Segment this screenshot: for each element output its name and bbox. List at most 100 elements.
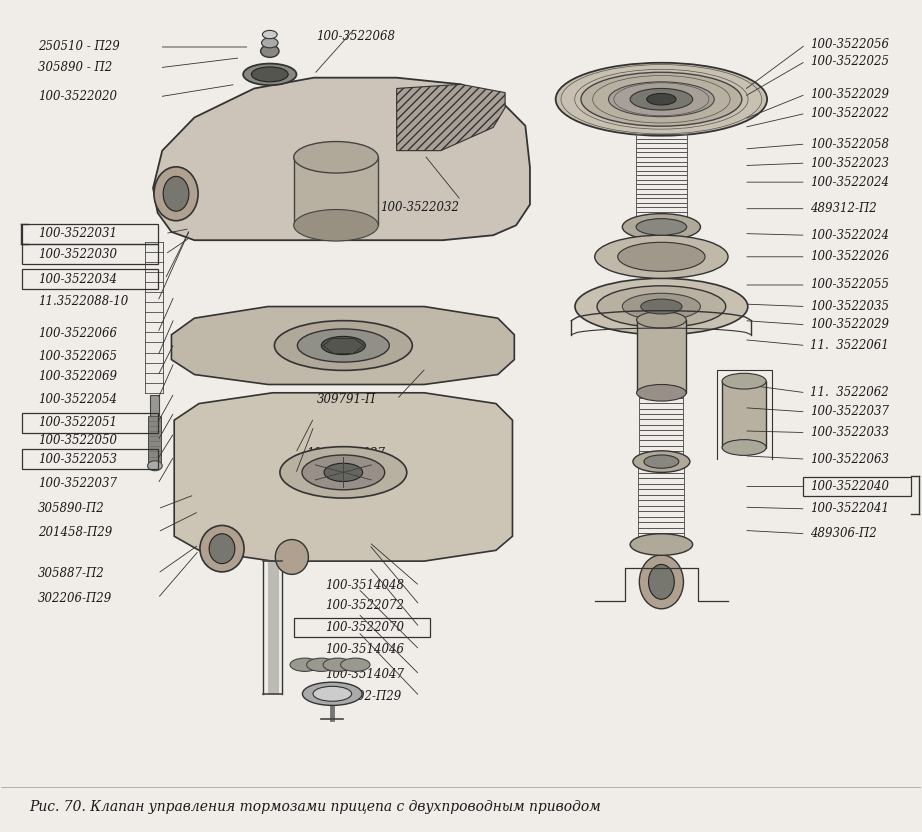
- Text: 100-3522065: 100-3522065: [38, 349, 117, 363]
- FancyBboxPatch shape: [150, 395, 160, 416]
- Text: 100-3514047: 100-3514047: [325, 668, 404, 681]
- Text: 100-3522034: 100-3522034: [38, 273, 117, 285]
- Text: 100-3522056: 100-3522056: [810, 38, 890, 51]
- Text: 250510 - П29: 250510 - П29: [38, 41, 120, 53]
- Polygon shape: [153, 77, 530, 240]
- Ellipse shape: [148, 461, 162, 471]
- Text: 100-3522024: 100-3522024: [810, 176, 890, 189]
- Ellipse shape: [641, 299, 682, 314]
- Ellipse shape: [243, 63, 297, 85]
- Text: 100-3514046: 100-3514046: [325, 643, 404, 656]
- Text: 100-3522069: 100-3522069: [38, 369, 117, 383]
- Ellipse shape: [636, 219, 687, 235]
- Ellipse shape: [639, 555, 683, 609]
- Text: 100-3522029: 100-3522029: [810, 87, 890, 101]
- Text: 100-3522026: 100-3522026: [810, 250, 890, 263]
- Text: 309791-П: 309791-П: [316, 393, 376, 406]
- Ellipse shape: [313, 686, 351, 701]
- Ellipse shape: [321, 336, 365, 354]
- Text: 100-3522028: 100-3522028: [307, 468, 385, 481]
- Polygon shape: [174, 393, 513, 561]
- Text: 100-3522031: 100-3522031: [38, 227, 117, 240]
- Text: 100-3522027: 100-3522027: [307, 447, 385, 460]
- Ellipse shape: [154, 167, 198, 220]
- Text: 305890 - П2: 305890 - П2: [38, 62, 112, 74]
- Text: 305887-П2: 305887-П2: [38, 567, 105, 580]
- Ellipse shape: [275, 320, 412, 370]
- Ellipse shape: [307, 658, 336, 671]
- Ellipse shape: [323, 658, 352, 671]
- Text: 100-3522041: 100-3522041: [810, 503, 890, 515]
- Text: 100-3522037: 100-3522037: [810, 405, 890, 418]
- Text: 100-3522033: 100-3522033: [810, 426, 890, 439]
- Text: 100-3522058: 100-3522058: [810, 137, 890, 151]
- Ellipse shape: [340, 658, 370, 671]
- Text: 100-3522068: 100-3522068: [316, 30, 395, 42]
- Text: 100-3522054: 100-3522054: [38, 393, 117, 406]
- Ellipse shape: [163, 176, 189, 211]
- Ellipse shape: [632, 451, 690, 473]
- Polygon shape: [171, 306, 514, 384]
- Text: 100-3522070: 100-3522070: [325, 621, 404, 634]
- Ellipse shape: [630, 88, 692, 110]
- Text: 489312-П2: 489312-П2: [810, 202, 877, 215]
- Ellipse shape: [276, 540, 309, 574]
- Ellipse shape: [609, 82, 715, 116]
- Text: 100-3522020: 100-3522020: [38, 90, 117, 103]
- Text: Рис. 70. Клапан управления тормозами прицепа с двухпроводным приводом: Рис. 70. Клапан управления тормозами при…: [29, 800, 601, 815]
- Text: 100-3522072: 100-3522072: [325, 598, 404, 612]
- Text: 11.  3522062: 11. 3522062: [810, 386, 889, 399]
- Text: 100-3522032: 100-3522032: [380, 201, 459, 214]
- Ellipse shape: [290, 658, 319, 671]
- Ellipse shape: [597, 286, 726, 327]
- Text: 100-3522023: 100-3522023: [810, 156, 890, 170]
- Text: 11.3522088-10: 11.3522088-10: [38, 295, 128, 308]
- Ellipse shape: [280, 447, 407, 498]
- Ellipse shape: [644, 455, 679, 468]
- Text: 302206-П29: 302206-П29: [38, 592, 112, 605]
- Ellipse shape: [722, 439, 766, 455]
- FancyBboxPatch shape: [636, 319, 686, 393]
- Ellipse shape: [298, 329, 389, 362]
- Text: 100-3522050: 100-3522050: [38, 434, 117, 448]
- Text: 100-3522063: 100-3522063: [810, 453, 890, 466]
- Ellipse shape: [630, 534, 692, 555]
- Ellipse shape: [324, 463, 362, 482]
- Ellipse shape: [556, 62, 767, 136]
- Ellipse shape: [636, 384, 686, 401]
- Text: 100-3522029: 100-3522029: [810, 319, 890, 331]
- Ellipse shape: [581, 72, 742, 126]
- Ellipse shape: [209, 534, 235, 563]
- Text: 100-3522022: 100-3522022: [810, 106, 890, 120]
- Ellipse shape: [622, 293, 701, 319]
- Text: 100-3522051: 100-3522051: [38, 416, 117, 429]
- Polygon shape: [396, 84, 505, 151]
- Text: 100-3522025: 100-3522025: [810, 55, 890, 67]
- Ellipse shape: [200, 526, 244, 572]
- Text: 100-3522024: 100-3522024: [810, 229, 890, 242]
- Ellipse shape: [575, 279, 748, 334]
- Text: 100-3522066: 100-3522066: [38, 327, 117, 339]
- Text: 100-3522035: 100-3522035: [810, 300, 890, 313]
- Text: 489306-П2: 489306-П2: [810, 527, 877, 540]
- Ellipse shape: [618, 242, 705, 271]
- Text: 100-3522055: 100-3522055: [810, 279, 890, 291]
- Text: 100-3522037: 100-3522037: [38, 478, 117, 491]
- Text: 201458-П29: 201458-П29: [38, 526, 112, 538]
- Ellipse shape: [294, 210, 378, 241]
- Ellipse shape: [294, 141, 378, 173]
- Ellipse shape: [261, 45, 279, 57]
- Ellipse shape: [595, 235, 728, 279]
- Text: 11.  3522061: 11. 3522061: [810, 339, 889, 352]
- FancyBboxPatch shape: [148, 416, 161, 462]
- Ellipse shape: [722, 374, 766, 389]
- Ellipse shape: [622, 214, 701, 240]
- FancyBboxPatch shape: [294, 157, 378, 225]
- Ellipse shape: [252, 67, 289, 82]
- Text: 100-3522030: 100-3522030: [38, 248, 117, 260]
- Text: 100-3522053: 100-3522053: [38, 453, 117, 466]
- Ellipse shape: [262, 38, 278, 47]
- Ellipse shape: [648, 564, 674, 599]
- FancyBboxPatch shape: [722, 381, 766, 448]
- Ellipse shape: [636, 311, 686, 328]
